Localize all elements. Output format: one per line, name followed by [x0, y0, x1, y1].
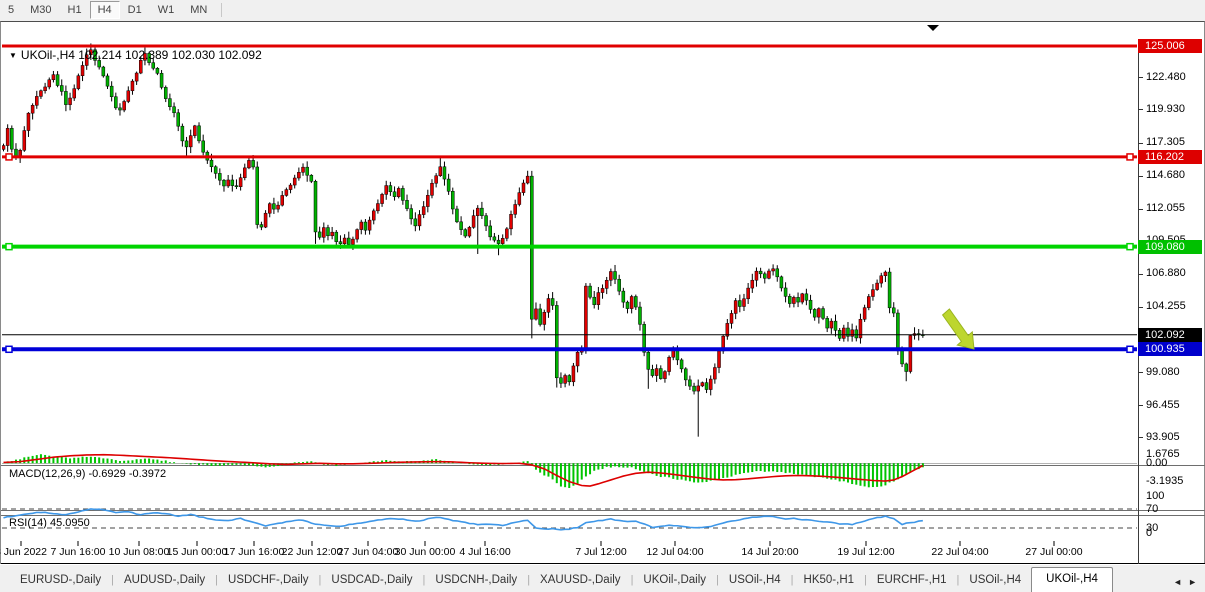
tab-separator: | — [790, 574, 794, 586]
price-tick-dash — [1138, 208, 1143, 210]
symbol-tab[interactable]: USDCHF-,Daily — [228, 574, 309, 586]
price-level-badge: 125.006 — [1138, 39, 1202, 53]
tab-separator: | — [318, 574, 322, 586]
symbol-tabbar: EURUSD-,Daily | AUDUSD-,Daily | USDCHF-,Dail… — [0, 564, 1205, 592]
symbol-tab[interactable]: HK50-,H1 — [803, 574, 855, 586]
price-level-badge: 100.935 — [1138, 342, 1202, 357]
symbol-tab[interactable]: EURCHF-,H1 — [876, 574, 947, 586]
time-tick-label: 19 Jul 12:00 — [837, 546, 895, 558]
timeframe-toolbar: 5 M30 H1 H4 D1 W1 MN — [0, 0, 1205, 20]
time-tick-label: 7 Jul 12:00 — [575, 546, 627, 558]
price-tick-label: 122.480 — [1146, 70, 1186, 83]
tab-separator: | — [864, 574, 867, 586]
time-tick-label: 10 Jun 08:00 — [108, 546, 170, 558]
timeframe-button-m30[interactable]: M30 — [30, 4, 52, 16]
macd-tick-label: -3.1935 — [1146, 475, 1184, 487]
macd-tick-label: 0.00 — [1146, 457, 1168, 470]
price-tick-label: 99.080 — [1146, 365, 1180, 378]
price-tick-label: 93.905 — [1146, 430, 1180, 443]
time-tick-label: 4 Jul 16:00 — [459, 546, 511, 558]
symbol-tab[interactable]: AUDUSD-,Daily — [124, 574, 206, 586]
price-tick-label: 104.255 — [1146, 300, 1186, 313]
time-tick-label: 22 Jul 04:00 — [931, 546, 989, 558]
symbol-tab[interactable]: XAUUSD-,Daily — [540, 574, 621, 586]
chart-ohlc-text: UKOil-,H4 102.214 102.389 102.030 102.09… — [20, 48, 262, 62]
pane-separator[interactable] — [1, 465, 1205, 466]
time-tick-label: 14 Jul 20:00 — [741, 546, 799, 558]
price-level-badge: 109.080 — [1138, 239, 1202, 254]
tab-separator: | — [527, 574, 531, 586]
rsi-tick-label: 0 — [1146, 527, 1153, 539]
price-tick-dash — [1138, 405, 1143, 407]
symbol-tab[interactable]: USOil-,H4 — [728, 574, 781, 586]
timeframe-button-w1[interactable]: W1 — [157, 4, 175, 16]
symbol-tab[interactable]: UKOil-,H4 — [1031, 567, 1113, 592]
time-axis-line — [1, 563, 1205, 564]
chart-title: ▼ UKOil-,H4 102.214 102.389 102.030 102.0… — [9, 48, 262, 62]
price-tick-label: 117.305 — [1146, 136, 1185, 149]
symbol-tab[interactable]: UKOil-,Daily — [643, 574, 707, 586]
tab-scroll-left-icon[interactable]: ◄ — [1173, 577, 1183, 587]
tab-separator: | — [716, 574, 719, 586]
chart-window[interactable]: ▼ UKOil-,H4 102.214 102.389 102.030 102.0… — [0, 21, 1205, 585]
tab-separator: | — [422, 574, 426, 586]
tab-scroll-arrows: ◄ ► — [1173, 577, 1205, 592]
price-tick-dash — [1138, 306, 1143, 308]
tab-separator: | — [630, 574, 634, 586]
tab-separator: | — [956, 574, 960, 586]
macd-tick-label: 1.6765 — [1146, 447, 1180, 460]
price-level-badge: 116.202 — [1138, 149, 1202, 164]
price-tick-dash — [1138, 273, 1143, 275]
price-axis-separator — [1138, 43, 1139, 564]
timeframe-button-5[interactable]: 5 — [8, 4, 15, 16]
time-tick-label: 7 Jun 16:00 — [50, 546, 106, 558]
symbol-tab[interactable]: EURUSD-,Daily — [20, 574, 102, 586]
timeframe-button-h4[interactable]: H4 — [89, 1, 120, 19]
symbol-tab[interactable]: USDCNH-,Daily — [435, 574, 518, 586]
timeframe-button-mn[interactable]: MN — [190, 4, 208, 16]
price-tick-label: 112.055 — [1146, 202, 1185, 215]
chart-symbol-marker-icon: ▼ — [9, 51, 17, 60]
price-tick-label: 96.455 — [1146, 398, 1180, 411]
tab-separator: | — [215, 574, 219, 586]
time-tick-label: 30 Jun 00:00 — [394, 546, 456, 558]
price-level-badge: 102.092 — [1138, 327, 1202, 342]
macd-label: MACD(12,26,9) -0.6929 -0.3972 — [9, 468, 167, 480]
symbol-tab[interactable]: USDCAD-,Daily — [331, 574, 413, 586]
time-tick-label: 3 Jun 2022 — [0, 546, 47, 558]
time-tick-label: 22 Jun 12:00 — [281, 546, 343, 558]
price-tick-dash — [1138, 77, 1143, 79]
time-tick-label: 12 Jul 04:00 — [646, 546, 704, 558]
price-tick-label: 106.880 — [1146, 267, 1186, 280]
rsi-tick-label: 100 — [1146, 490, 1165, 502]
rsi-tick-label: 70 — [1146, 503, 1159, 515]
price-tick-dash — [1138, 175, 1143, 177]
price-tick-dash — [1138, 109, 1143, 111]
rsi-tick-label: 30 — [1146, 522, 1159, 534]
time-tick-label: 27 Jul 00:00 — [1025, 546, 1083, 558]
timeframe-button-h1[interactable]: H1 — [67, 4, 82, 16]
time-tick-label: 17 Jun 16:00 — [223, 546, 285, 558]
time-tick-label: 15 Jun 00:00 — [166, 546, 228, 558]
toolbar-separator — [221, 3, 223, 17]
time-tick-label: 27 Jun 04:00 — [337, 546, 399, 558]
tab-separator: | — [111, 574, 115, 586]
price-tick-label: 114.680 — [1146, 169, 1185, 182]
price-tick-dash — [1138, 142, 1143, 144]
rsi-label: RSI(14) 45.0950 — [9, 517, 90, 529]
tab-scroll-right-icon[interactable]: ► — [1188, 577, 1197, 587]
pane-separator[interactable] — [1, 510, 1205, 511]
price-tick-label: 119.930 — [1146, 102, 1185, 115]
price-tick-dash — [1138, 372, 1143, 374]
price-tick-dash — [1138, 437, 1143, 439]
pane-separator[interactable] — [1, 515, 1205, 516]
symbol-tab[interactable]: USOil-,H4 — [969, 574, 1022, 586]
timeframe-button-d1[interactable]: D1 — [127, 4, 142, 16]
